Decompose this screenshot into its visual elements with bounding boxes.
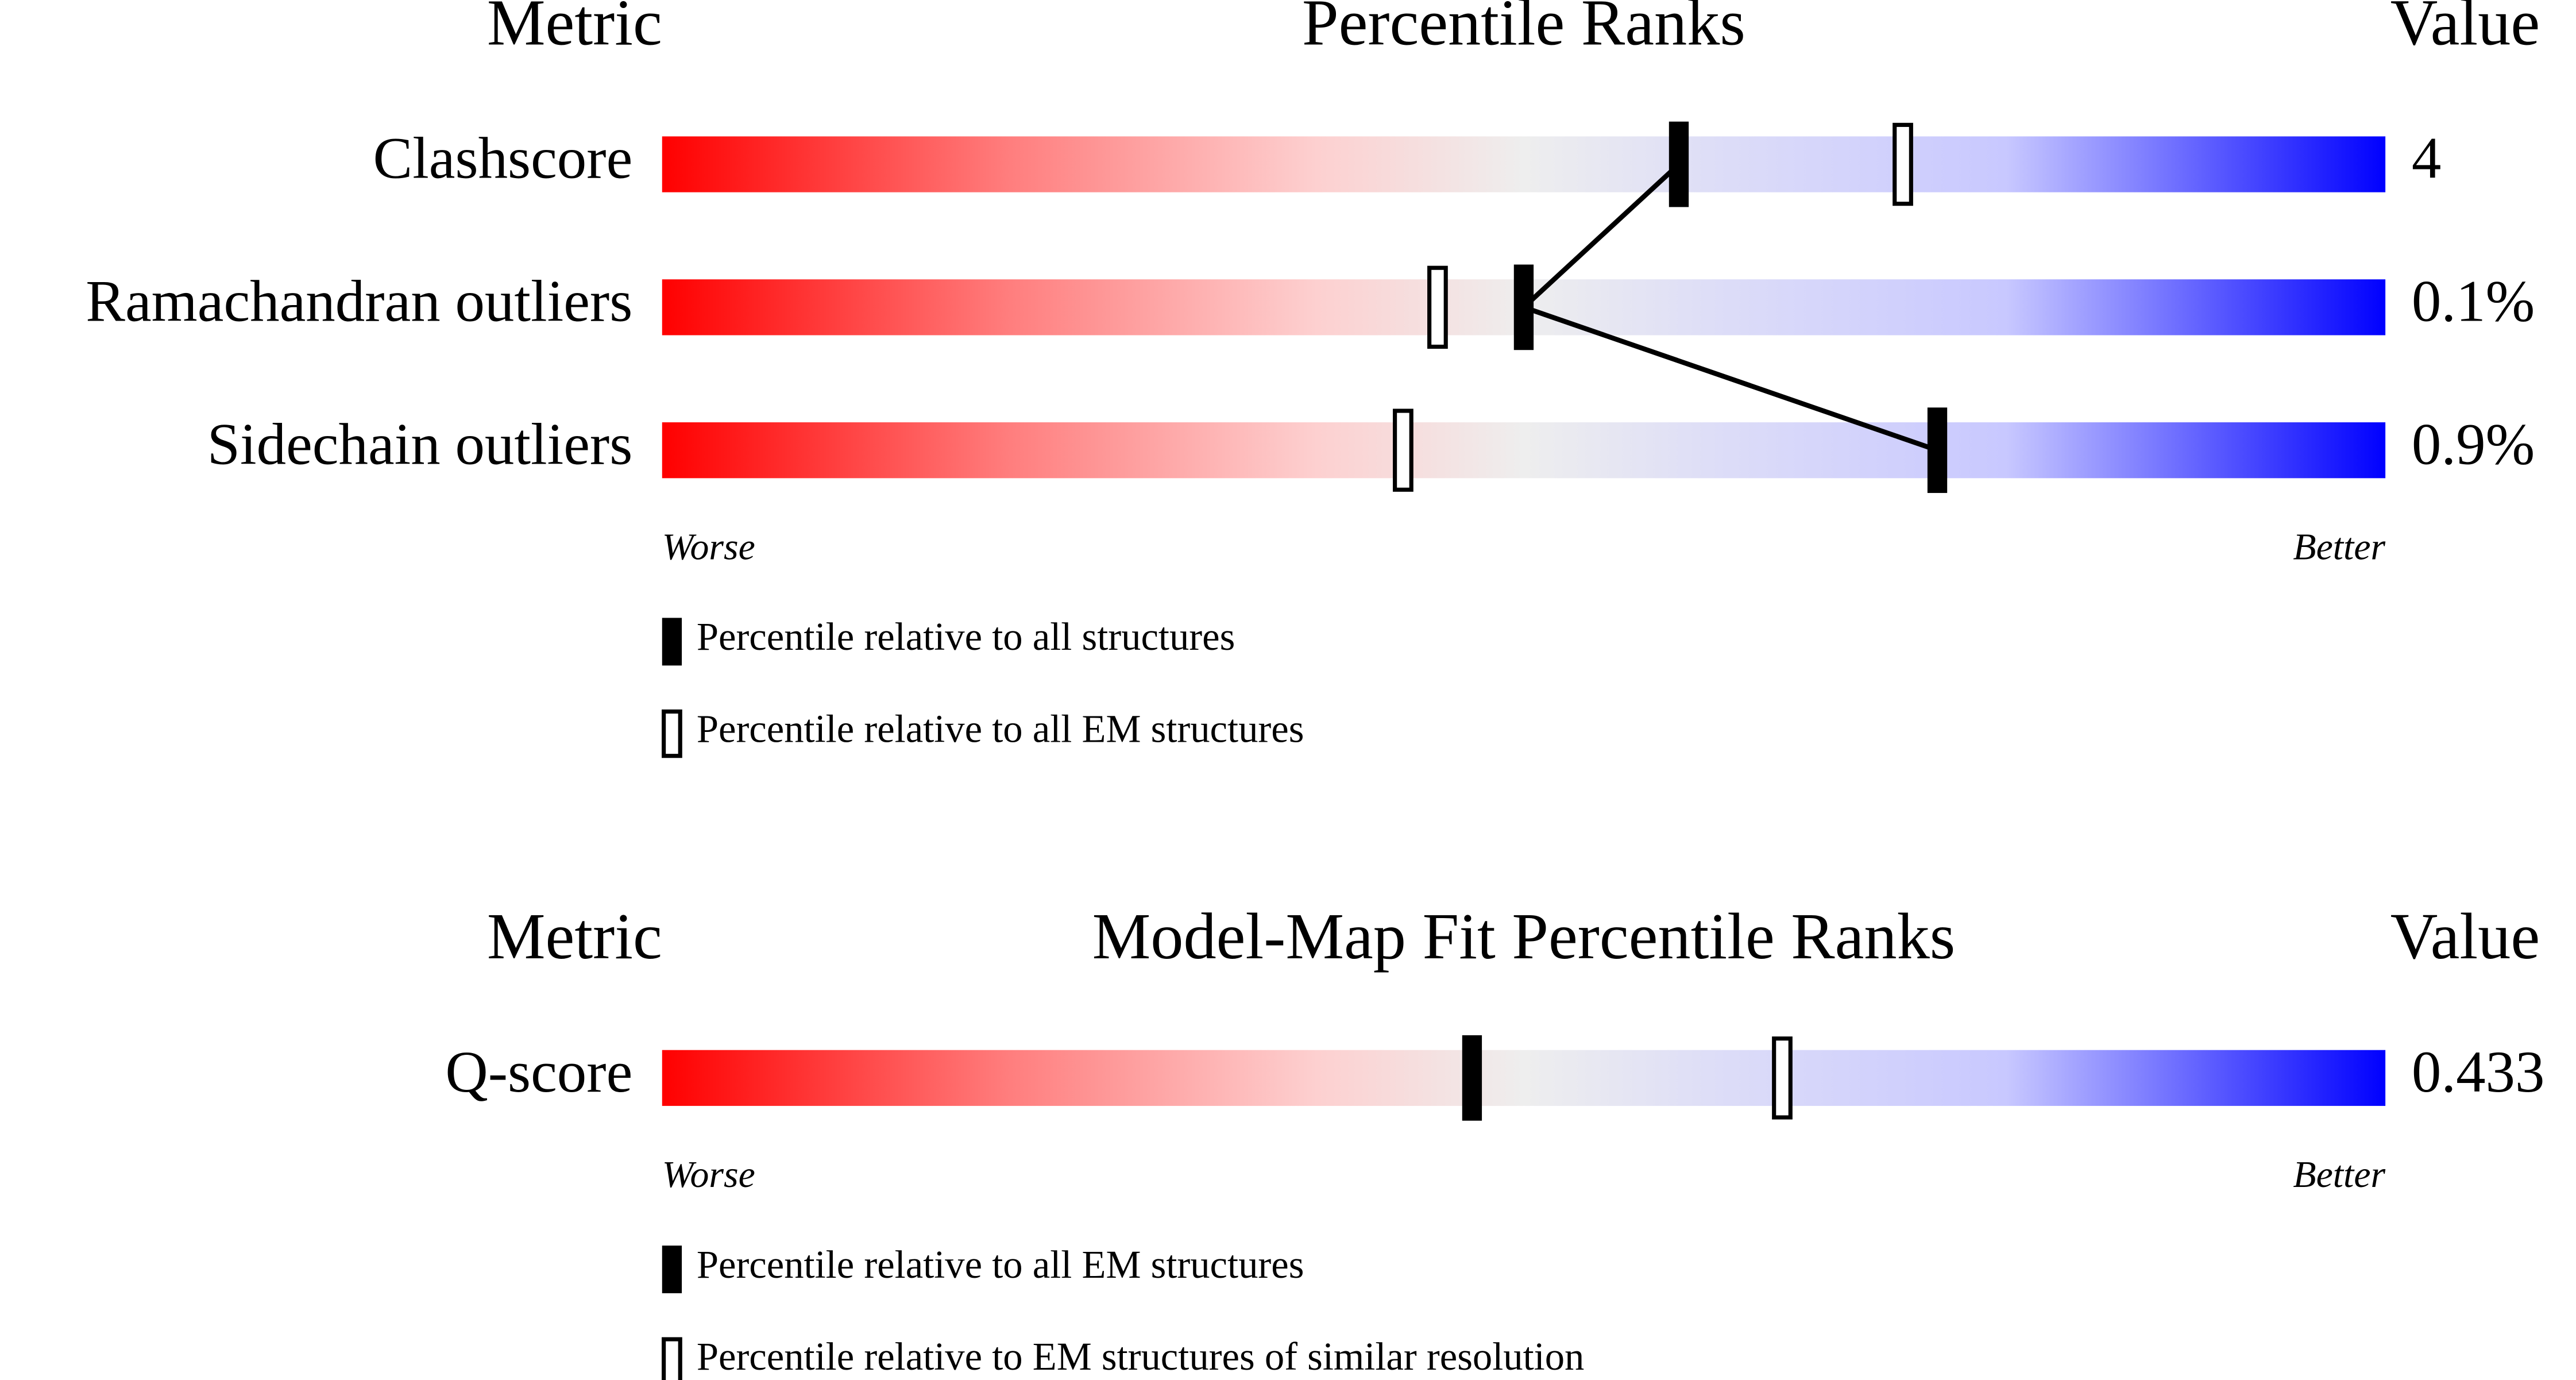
metric-value: 0.1% (2412, 268, 2535, 334)
worse-label: Worse (662, 526, 755, 568)
header-value: Value (2390, 0, 2540, 59)
legend-label: Percentile relative to all EM structures (697, 707, 1304, 750)
legend-label: Percentile relative to EM structures of … (697, 1335, 1585, 1378)
better-label: Better (2293, 526, 2385, 568)
percentile-marker (1927, 407, 1948, 494)
metric-label: Q-score (445, 1039, 632, 1105)
legend-icon (662, 618, 682, 666)
percentile-bar (662, 422, 2386, 479)
metric-label: Sidechain outliers (207, 411, 633, 477)
header-metric: Metric (487, 0, 662, 59)
legend-label: Percentile relative to all structures (697, 615, 1235, 658)
percentile-bar (662, 136, 2386, 192)
percentile-bar (662, 1050, 2386, 1106)
worse-label: Worse (662, 1154, 755, 1196)
legend-icon-hollow (662, 1337, 682, 1380)
metric-label: Ramachandran outliers (86, 268, 632, 334)
percentile-marker-hollow (1427, 265, 1448, 349)
percentile-marker (1462, 1035, 1482, 1121)
header-metric: Metric (487, 900, 662, 973)
percentile-marker-hollow (1772, 1036, 1793, 1120)
legend-icon (662, 1246, 682, 1293)
percentile-marker (1513, 264, 1534, 350)
percentile-marker-hollow (1893, 122, 1913, 206)
metric-label: Clashscore (373, 126, 633, 191)
metric-value: 4 (2412, 126, 2441, 191)
metric-value: 0.9% (2412, 411, 2535, 477)
percentile-marker-hollow (1393, 408, 1413, 492)
header-title: Model-Map Fit Percentile Ranks (1092, 900, 1956, 973)
better-label: Better (2293, 1154, 2385, 1196)
legend-icon-hollow (662, 709, 682, 758)
metric-value: 0.433 (2412, 1039, 2545, 1105)
header-value: Value (2390, 900, 2540, 973)
header-title: Percentile Ranks (1302, 0, 1745, 59)
percentile-marker (1669, 121, 1689, 207)
legend-label: Percentile relative to all EM structures (697, 1243, 1304, 1286)
